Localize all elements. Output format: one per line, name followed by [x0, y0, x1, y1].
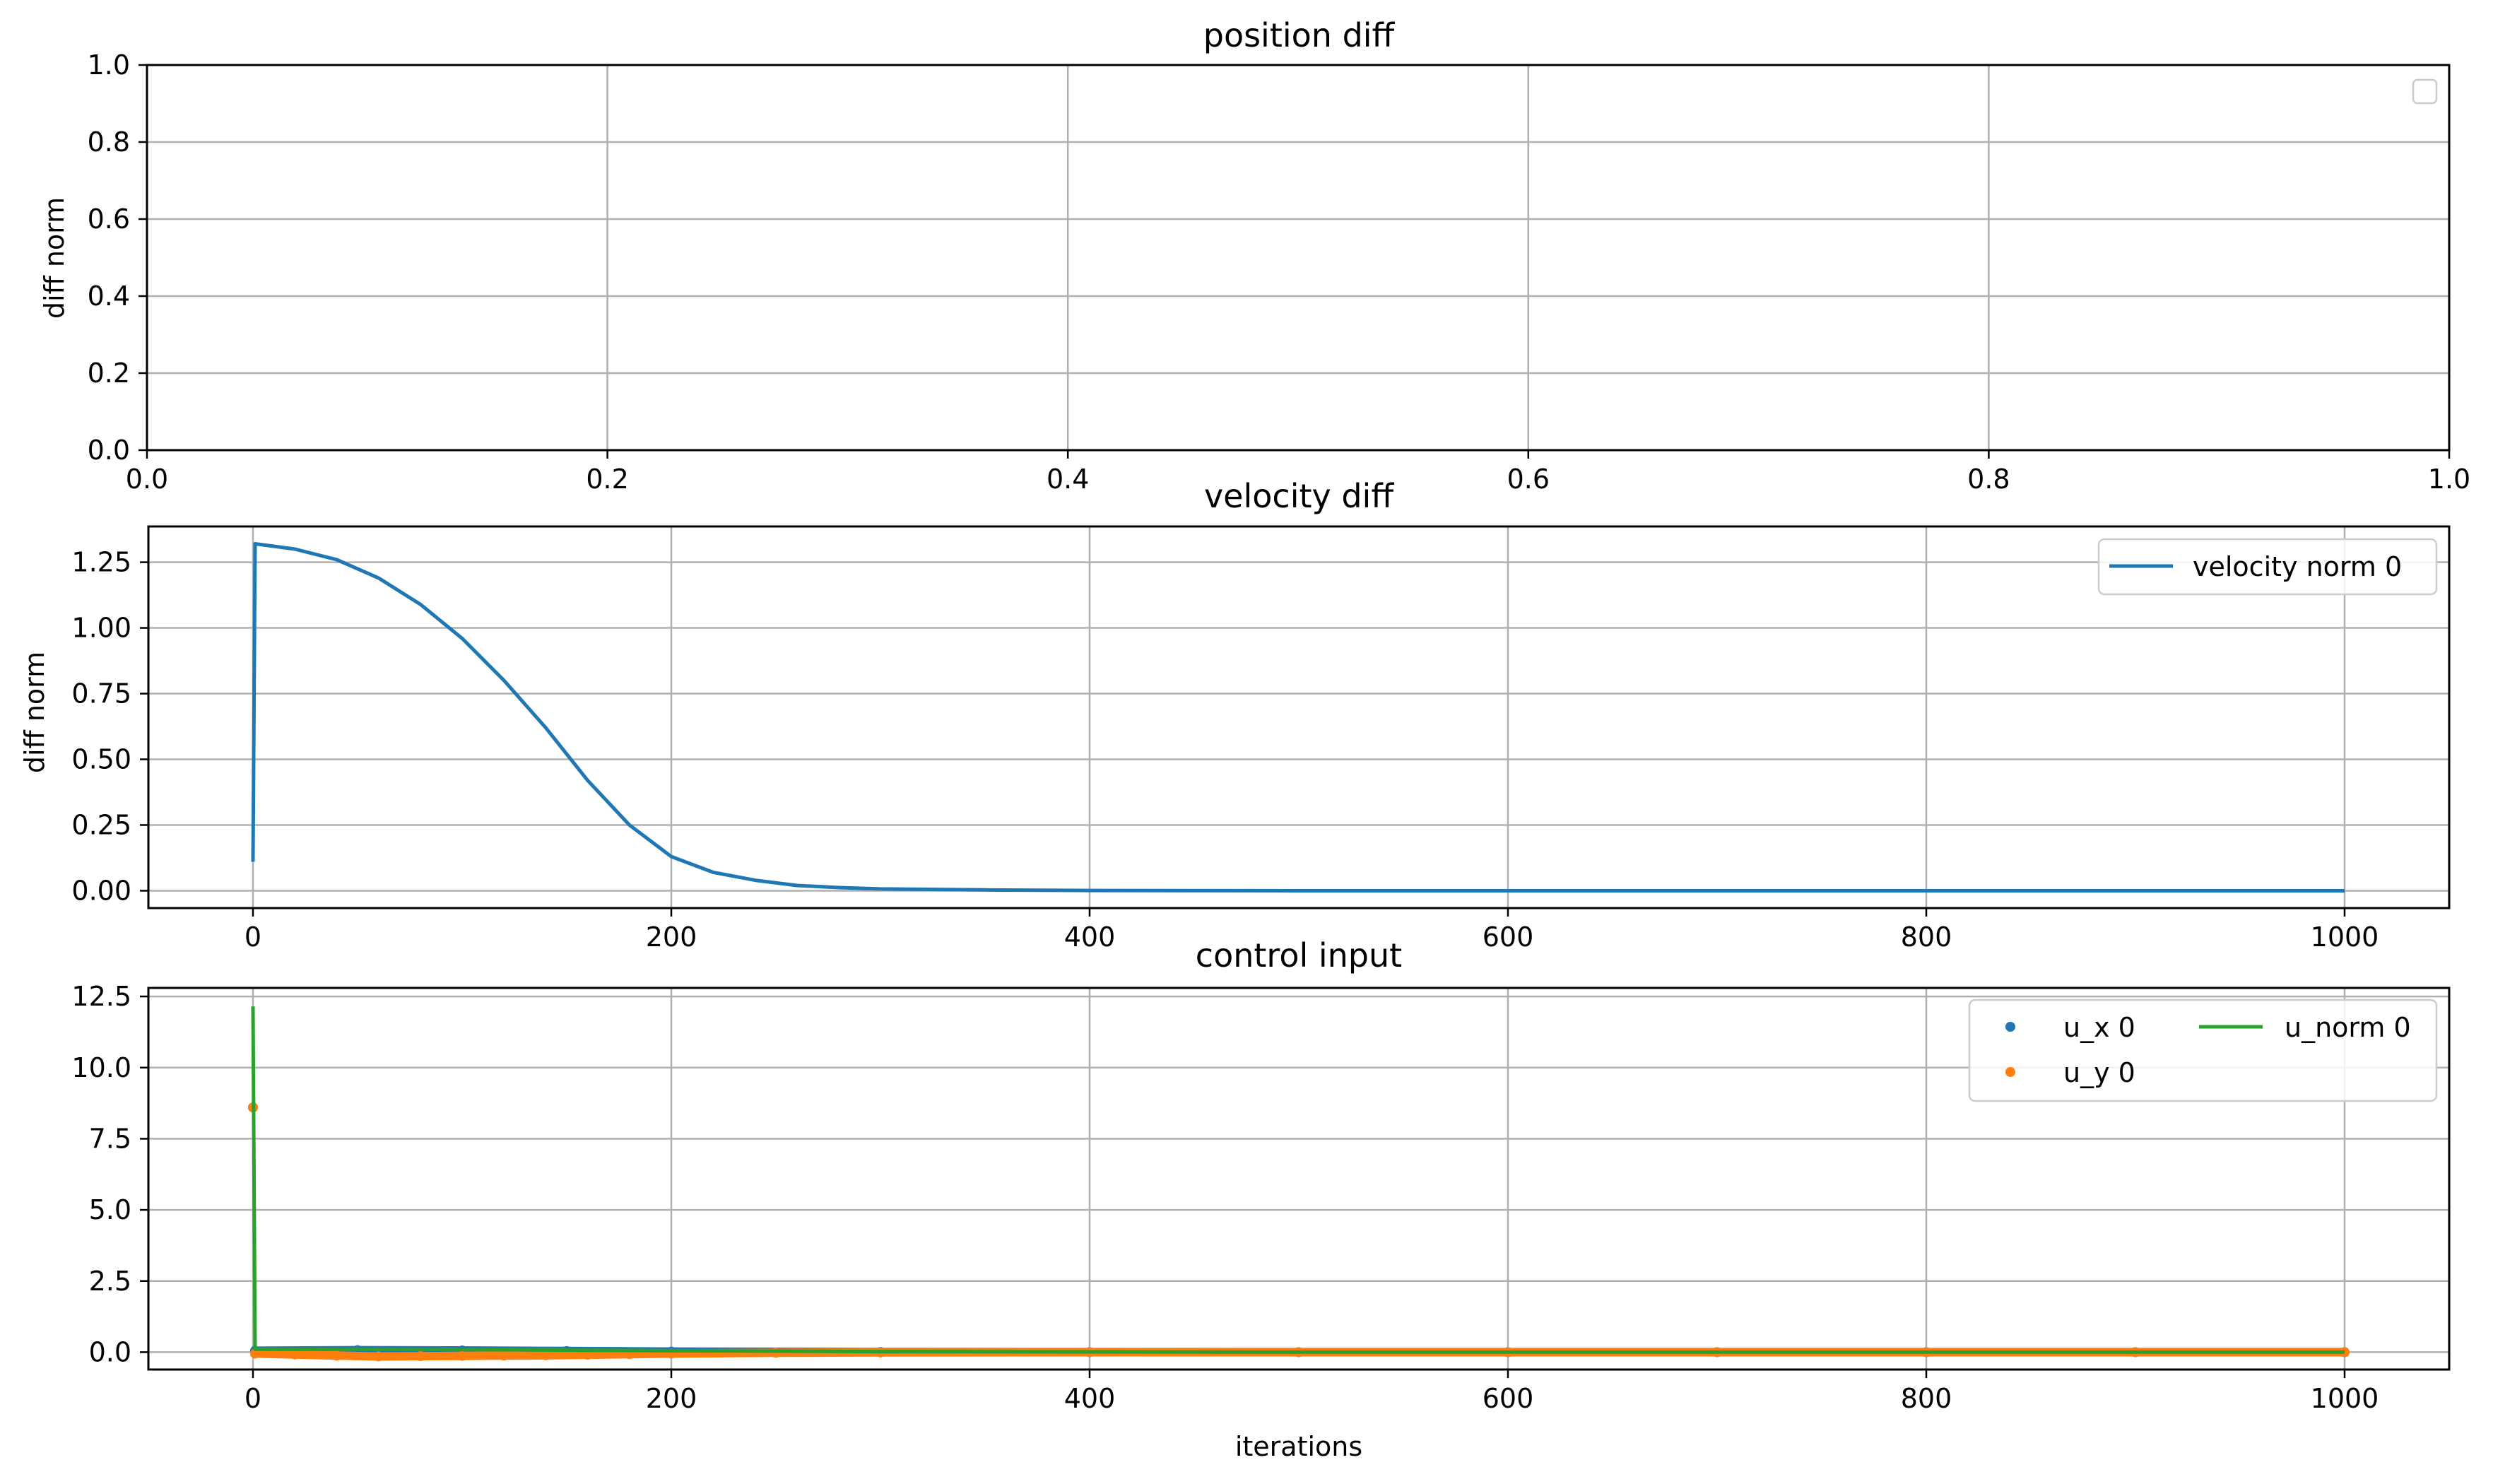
- panel-title: control input: [1196, 936, 1402, 974]
- x-tick-label: 0: [244, 1383, 261, 1414]
- panel-title: position diff: [1203, 16, 1396, 54]
- y-tick-label: 1.0: [88, 49, 130, 81]
- y-tick-label: 0.6: [88, 204, 130, 235]
- x-tick-label: 0.0: [126, 464, 168, 495]
- y-tick-label: 0.0: [89, 1336, 131, 1367]
- panel-control-input: control input iterations 0.0 2.5 5.0 7.5 10.…: [71, 936, 2451, 1462]
- x-tick-label: 800: [1901, 1383, 1952, 1414]
- x-tick-label: 1000: [2311, 921, 2379, 953]
- series-point-u-y-0: [249, 1348, 260, 1359]
- x-tick-label: 600: [1483, 1383, 1534, 1414]
- y-tick-label: 1.25: [71, 547, 131, 578]
- x-tick-label: 600: [1483, 921, 1534, 953]
- series-point-u-y-0: [541, 1350, 551, 1360]
- x-tick-label: 200: [646, 921, 697, 953]
- y-tick-label: 7.5: [89, 1123, 131, 1154]
- legend-label-velocity-norm: velocity norm 0: [2193, 551, 2402, 582]
- y-tick-label: 0.0: [88, 435, 130, 466]
- y-axis-label: diff norm: [19, 652, 50, 773]
- y-tick-label: 0.25: [71, 809, 131, 840]
- axes-frame: [147, 525, 2451, 909]
- series-line-u-norm-0: [251, 1006, 2345, 1354]
- series-point-u-y-0: [457, 1350, 467, 1361]
- legend-box: [1968, 999, 2438, 1102]
- legend-label-u-x: u_x 0: [2063, 1012, 2135, 1043]
- y-tick-label: 0.00: [71, 875, 131, 906]
- x-tick-label: 400: [1064, 921, 1116, 953]
- panel-velocity-diff: velocity diff diff norm 0.00 0.25 0.50 0.75…: [19, 477, 2451, 953]
- x-tick-label: 400: [1064, 1383, 1116, 1414]
- legend-box: [2097, 538, 2438, 596]
- y-tick-label: 2.5: [89, 1266, 131, 1297]
- panel-title: velocity diff: [1204, 477, 1394, 515]
- legend-marker-u-y: [2005, 1067, 2015, 1077]
- y-tick-label: 5.0: [89, 1194, 131, 1225]
- axes-frame: [147, 987, 2451, 1371]
- y-tick-label: 0.4: [88, 281, 130, 312]
- x-tick-labels: 0 200 400 600 800 1000: [244, 1370, 2379, 1414]
- x-tick-label: 800: [1901, 921, 1952, 953]
- panel-position-diff: position diff diff norm 0.0 0.2 0.4 0.6 0.8 1…: [39, 16, 2470, 495]
- legend-label-u-norm: u_norm 0: [2285, 1012, 2411, 1043]
- y-tick-label: 10.0: [71, 1052, 131, 1083]
- legend-box-empty: [2412, 78, 2438, 105]
- y-tick-label: 0.50: [71, 744, 131, 775]
- y-tick-label: 0.2: [88, 358, 130, 389]
- legend-label-u-y: u_y 0: [2063, 1057, 2135, 1088]
- series-group: [251, 542, 2345, 893]
- y-axis-label: diff norm: [39, 197, 70, 319]
- x-axis-label: iterations: [1235, 1431, 1362, 1462]
- legend: u_x 0 u_y 0 u_norm 0: [1968, 999, 2438, 1102]
- series-point-u-y-0: [499, 1350, 509, 1361]
- x-tick-label: 0.8: [1967, 464, 2010, 495]
- legend: [2412, 78, 2438, 105]
- x-tick-labels: 0.0 0.2 0.4 0.6 0.8 1.0: [126, 450, 2470, 495]
- x-tick-label: 0.2: [586, 464, 628, 495]
- x-tick-labels: 0 200 400 600 800 1000: [244, 908, 2379, 953]
- series-point-u-y-0: [331, 1350, 342, 1361]
- x-tick-label: 1000: [2311, 1383, 2379, 1414]
- axes-frame: [146, 64, 2451, 452]
- gridlines: [148, 526, 2449, 908]
- series-point-u-y-0: [373, 1351, 384, 1362]
- y-tick-label: 1.00: [71, 613, 131, 644]
- legend: velocity norm 0: [2097, 538, 2438, 596]
- x-tick-label: 0.6: [1507, 464, 1550, 495]
- series-point-u-y-0: [582, 1350, 593, 1360]
- y-tick-labels: 0.0 0.2 0.4 0.6 0.8 1.0: [88, 49, 147, 466]
- series-point-u-y-0: [290, 1349, 300, 1360]
- y-tick-labels: 0.0 2.5 5.0 7.5 10.0 12.5: [71, 981, 148, 1367]
- x-tick-label: 200: [646, 1383, 697, 1414]
- y-tick-label: 0.8: [88, 126, 130, 158]
- y-tick-label: 12.5: [71, 981, 131, 1012]
- series-point-u-y-0: [415, 1351, 425, 1362]
- series-line-velocity-norm-0: [251, 542, 2345, 893]
- series-group: [248, 1006, 2350, 1362]
- x-tick-label: 1.0: [2428, 464, 2470, 495]
- x-tick-label: 0.4: [1047, 464, 1089, 495]
- legend-marker-u-x: [2005, 1022, 2015, 1032]
- x-tick-label: 0: [244, 921, 261, 953]
- y-tick-label: 0.75: [71, 678, 131, 709]
- y-tick-labels: 0.00 0.25 0.50 0.75 1.00 1.25: [71, 547, 148, 906]
